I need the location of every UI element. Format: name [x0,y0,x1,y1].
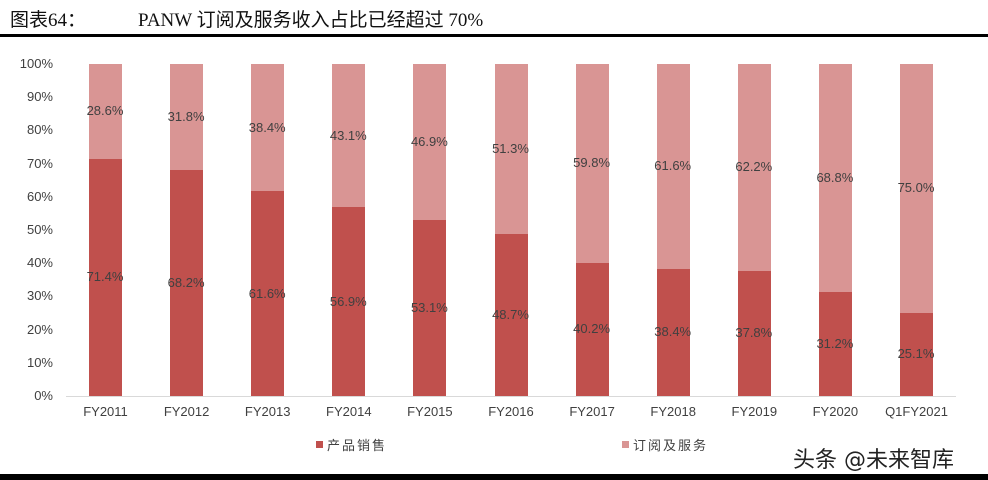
y-tick-label: 90% [26,89,53,105]
data-label-subscription-services: 46.9% [410,133,448,149]
bar-segment-product-sales [494,234,528,396]
data-label-subscription-services: 62.2% [735,159,773,175]
y-tick-label: 50% [26,222,53,237]
y-tick-label: 80% [26,122,53,138]
figure-label: 图表64： [10,10,87,31]
x-tick-label: FY2018 [650,404,696,419]
y-tick-label: 30% [26,288,53,304]
top-rule-divider [0,34,988,37]
bar-q1fy2021 [900,64,933,396]
x-tick-label: FY2017 [569,404,615,419]
y-tick-label: 40% [26,255,53,271]
bar-segment-subscription-services [494,64,528,235]
x-tick-label: FY2016 [488,404,534,419]
data-label-product-sales: 37.8% [735,325,773,341]
bar-segment-subscription-services [170,64,204,170]
data-label-product-sales: 68.2% [167,274,205,290]
bar-segment-product-sales [332,207,366,396]
legend-label-subscription-services: 订阅及服务 [633,439,709,454]
bar-segment-product-sales [818,292,852,396]
data-label-subscription-services: 43.1% [329,127,367,143]
y-tick-label: 100% [19,56,53,71]
bar-segment-subscription-services [251,64,285,192]
data-label-subscription-services: 51.3% [492,141,529,157]
x-tick-label: Q1FY2021 [885,404,948,419]
data-label-product-sales: 48.7% [492,307,529,323]
bar-fy2019 [737,64,771,396]
x-tick-label: FY2015 [407,404,453,419]
bar-fy2015 [413,64,447,396]
y-tick-label: 60% [26,188,53,204]
bar-fy2018 [656,64,690,396]
x-tick-label: FY2020 [812,404,859,419]
bar-segment-product-sales [413,219,447,396]
x-tick-label: FY2019 [731,404,778,419]
bar-fy2011 [89,64,122,396]
bottom-rule-divider [0,474,988,480]
legend-item-subscription-services: 订阅及服务 [622,435,708,454]
bar-segment-product-sales [900,312,933,396]
data-label-product-sales: 61.6% [248,285,286,301]
bar-segment-subscription-services [737,64,771,271]
data-label-product-sales: 40.2% [573,321,611,337]
watermark: 头条 @未来智库 [793,448,954,473]
bar-segment-product-sales [575,262,609,396]
bar-segment-product-sales [89,158,122,396]
x-tick-label: FY2014 [326,404,372,419]
bar-segment-subscription-services [332,64,366,208]
bar-segment-subscription-services [818,64,852,293]
bar-segment-product-sales [170,169,204,396]
legend-label-product-sales: 产品销售 [327,439,388,454]
bar-segment-product-sales [737,270,771,396]
bar-segment-subscription-services [413,64,447,220]
data-label-product-sales: 53.1% [410,299,448,315]
data-label-product-sales: 31.2% [816,336,854,352]
legend-item-product-sales: 产品销售 [316,435,387,454]
data-label-product-sales: 38.4% [654,324,692,340]
x-tick-label: FY2013 [244,404,291,419]
figure-title: PANW 订阅及服务收入占比已经超过 70% [138,10,484,31]
bar-segment-subscription-services [900,64,933,313]
x-tick-label: FY2012 [163,404,210,419]
bar-segment-subscription-services [89,64,122,159]
bar-fy2014 [332,64,366,396]
data-label-subscription-services: 61.6% [654,158,692,174]
bar-segment-product-sales [656,268,690,396]
bar-segment-subscription-services [575,64,609,263]
x-axis-line [66,396,956,397]
data-label-subscription-services: 31.8% [167,108,205,124]
data-label-subscription-services: 28.6% [86,103,124,119]
data-label-product-sales: 71.4% [86,269,124,285]
bar-fy2020 [818,64,852,396]
data-label-subscription-services: 68.8% [816,170,854,186]
legend-swatch-product-sales [316,441,323,448]
y-tick-label: 0% [34,388,53,403]
y-tick-label: 70% [26,155,53,171]
bar-fy2013 [251,64,285,396]
data-label-subscription-services: 75.0% [897,180,935,196]
data-label-product-sales: 25.1% [897,346,935,362]
bar-fy2017 [575,64,609,396]
data-label-subscription-services: 59.8% [573,155,611,171]
y-tick-label: 20% [26,321,53,337]
bar-segment-subscription-services [656,64,690,269]
data-label-subscription-services: 38.4% [248,119,286,135]
bar-fy2012 [170,64,204,396]
bar-segment-product-sales [251,191,285,396]
x-tick-label: FY2011 [83,404,128,419]
data-label-product-sales: 56.9% [329,293,367,309]
bar-fy2016 [494,64,528,396]
y-tick-label: 10% [26,354,53,370]
legend-swatch-subscription-services [622,441,629,448]
